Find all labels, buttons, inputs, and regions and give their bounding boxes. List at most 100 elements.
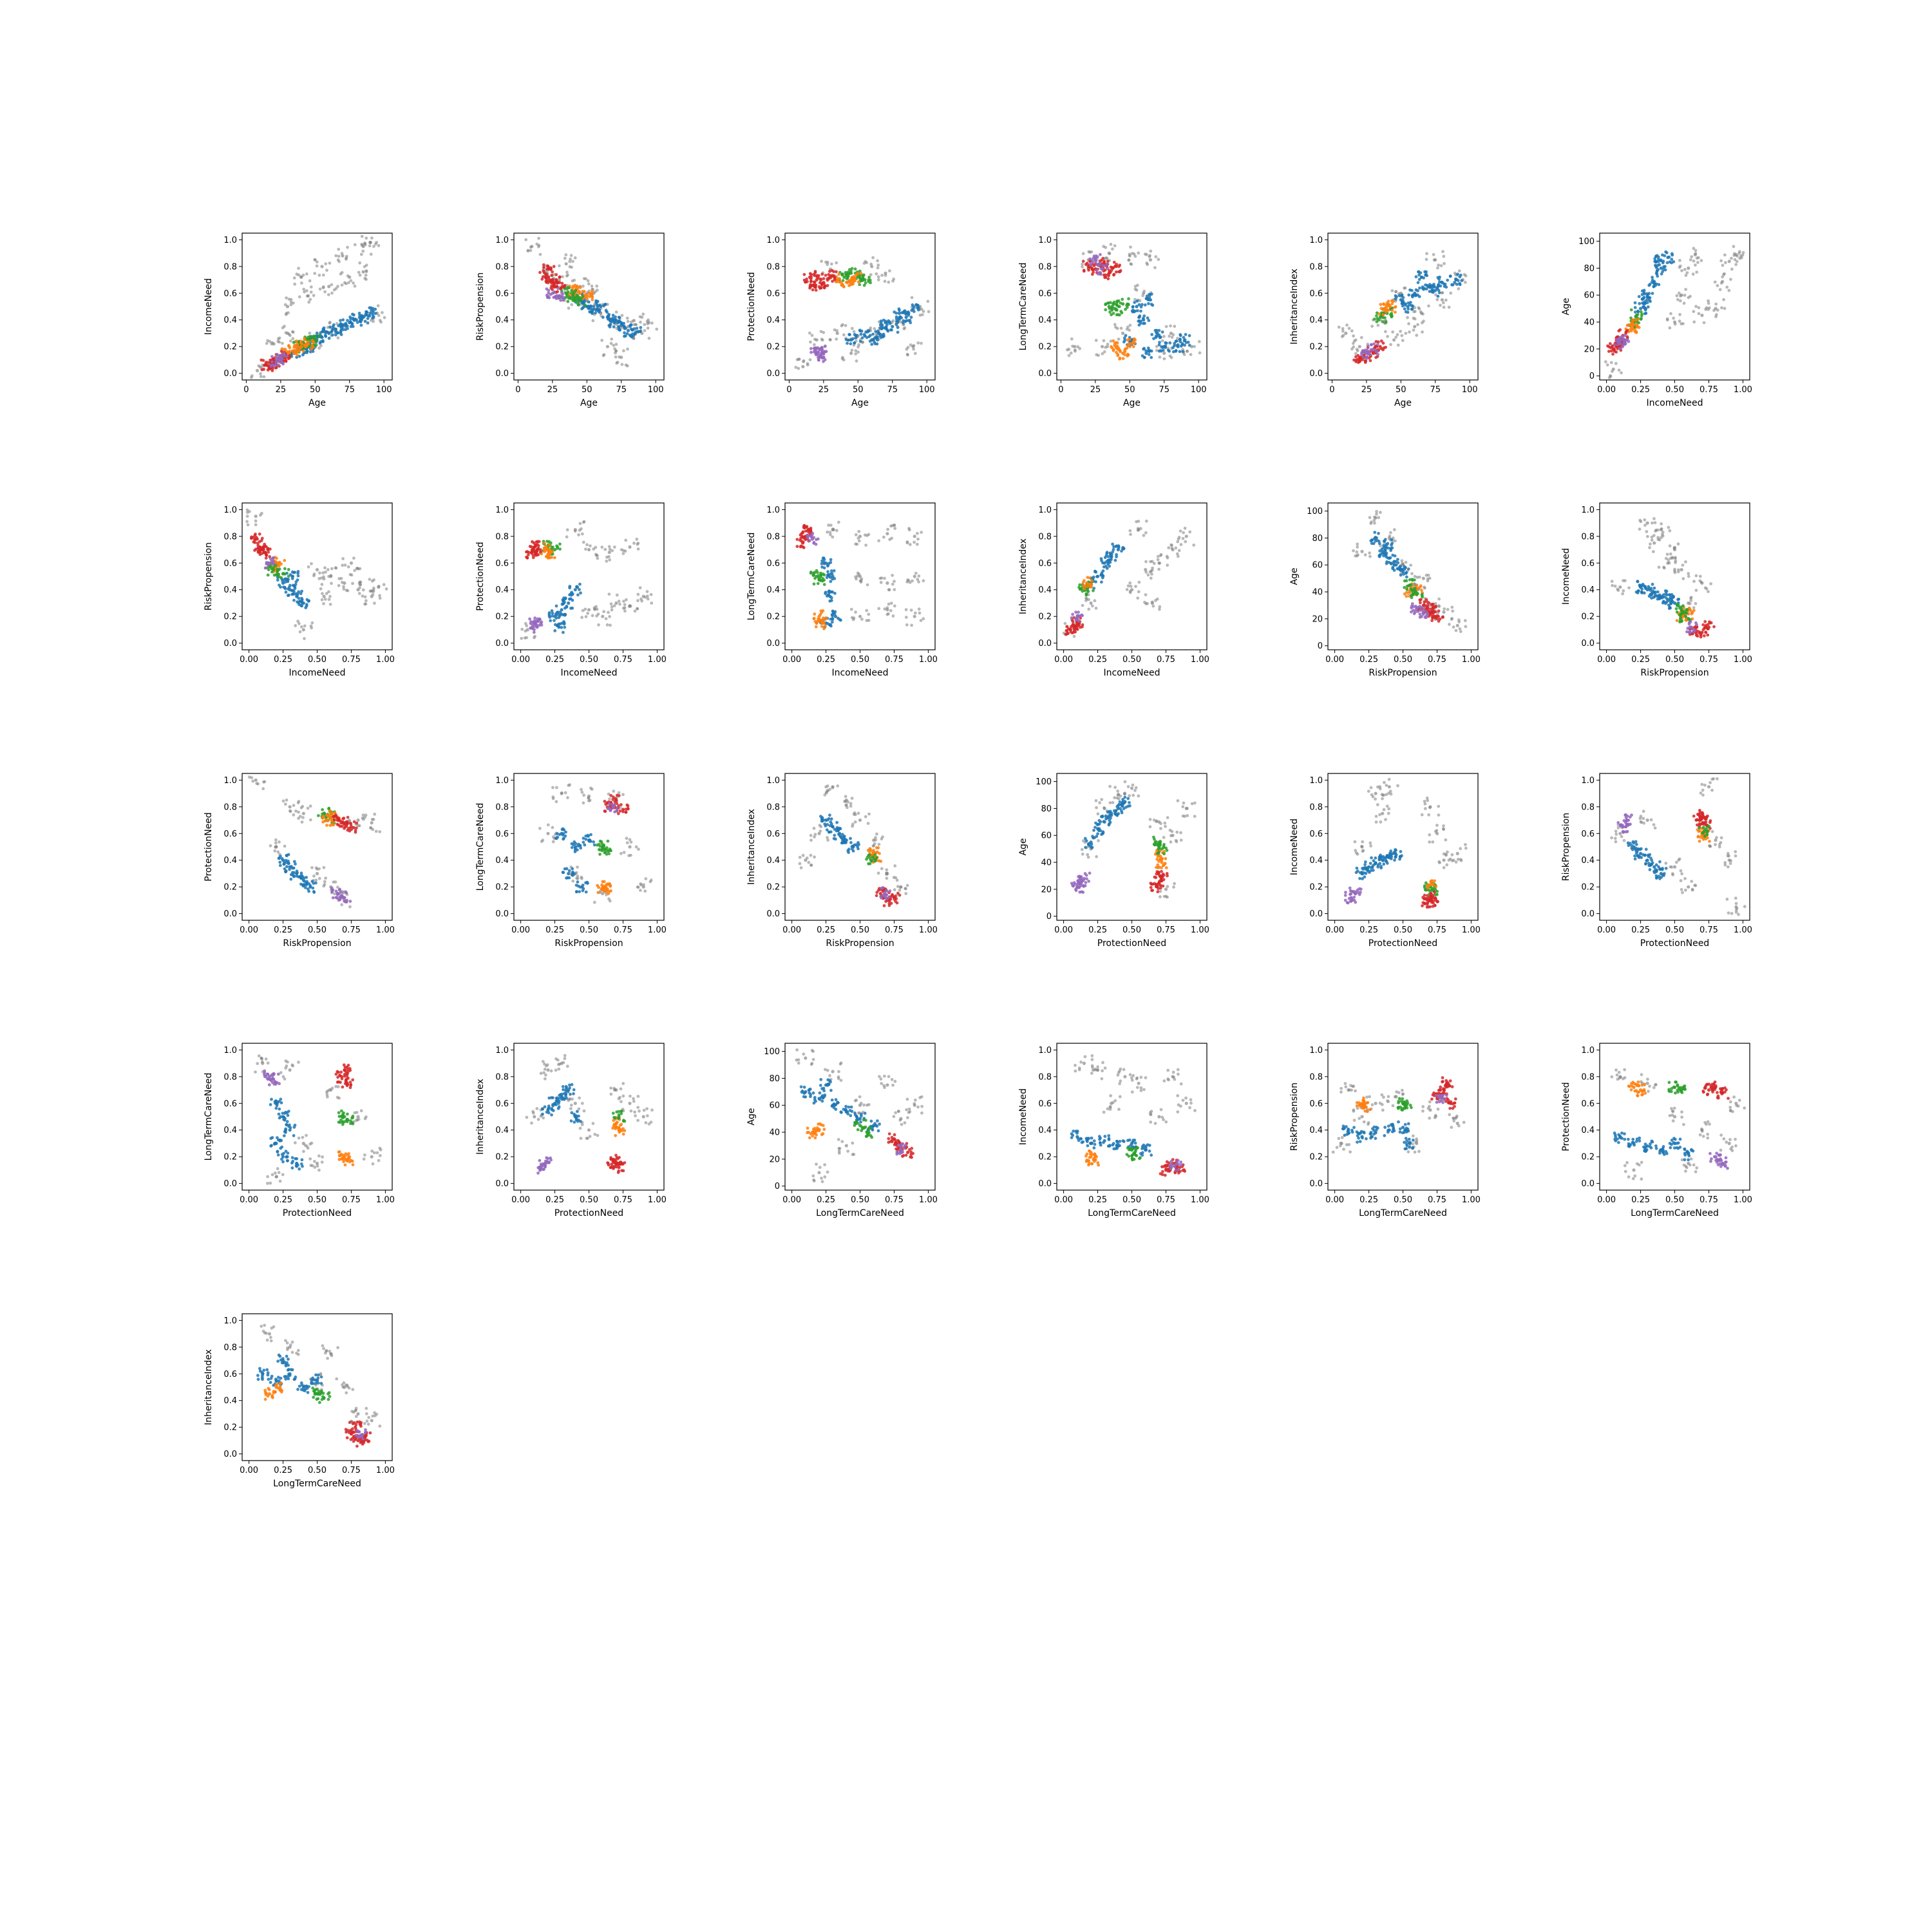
- point-green: [1674, 607, 1678, 611]
- point-purple: [263, 566, 267, 570]
- point-gray: [1457, 269, 1461, 273]
- point-green: [869, 281, 872, 285]
- point-gray: [328, 594, 332, 598]
- point-green: [1636, 312, 1640, 316]
- point-gray: [1081, 265, 1084, 269]
- point-gray: [254, 515, 258, 518]
- point-gray: [568, 265, 572, 269]
- point-orange: [582, 290, 586, 294]
- point-blue: [369, 306, 373, 310]
- point-gray: [300, 281, 303, 285]
- point-gray: [1448, 623, 1451, 626]
- point-red: [549, 267, 553, 270]
- point-gray: [1170, 355, 1173, 359]
- point-gray: [1173, 325, 1177, 328]
- point-gray: [1169, 324, 1172, 328]
- point-gray: [358, 261, 362, 265]
- point-gray: [886, 581, 889, 585]
- point-purple: [1369, 348, 1373, 352]
- point-blue: [1141, 303, 1144, 307]
- point-red: [1081, 623, 1084, 627]
- point-gray: [337, 260, 341, 263]
- point-blue: [916, 303, 920, 307]
- point-gray: [1149, 576, 1153, 580]
- point-blue: [339, 319, 342, 323]
- point-gray: [623, 603, 627, 607]
- subplot-10: 0.00 0.25 0.50 0.75 1.000.00.20.40.60.81.0In…: [1018, 502, 1209, 678]
- y-tick-label: 0.2: [223, 612, 237, 622]
- point-gray: [1388, 534, 1392, 538]
- point-gray: [854, 542, 857, 546]
- point-blue: [1448, 274, 1452, 278]
- point-gray: [1694, 305, 1698, 308]
- point-blue: [1636, 580, 1640, 583]
- point-blue: [848, 333, 851, 337]
- point-blue: [293, 585, 297, 589]
- point-gray: [372, 245, 375, 248]
- point-gray: [1177, 549, 1181, 553]
- point-red: [832, 270, 835, 274]
- point-purple: [269, 365, 273, 368]
- point-red: [1109, 265, 1113, 269]
- point-red: [254, 533, 257, 536]
- point-gray: [802, 360, 805, 363]
- point-gray: [1650, 538, 1654, 542]
- x-axis-label: Age: [580, 398, 598, 408]
- point-gray: [620, 363, 624, 366]
- point-purple: [810, 346, 813, 350]
- point-gray: [905, 541, 909, 545]
- point-blue: [355, 321, 359, 324]
- point-gray: [1174, 546, 1178, 550]
- point-gray: [1669, 552, 1672, 556]
- point-gray: [289, 300, 293, 304]
- subplot-7: 0.00 0.25 0.50 0.75 1.000.00.20.40.60.81.0In…: [204, 502, 395, 678]
- axes-frame: [242, 232, 393, 381]
- point-gray: [1707, 301, 1710, 305]
- point-gray: [857, 539, 861, 543]
- point-red: [1702, 634, 1706, 638]
- point-blue: [1178, 350, 1182, 354]
- point-gray: [1390, 289, 1394, 292]
- x-tick-label: 0.75: [614, 655, 632, 665]
- point-blue: [321, 330, 325, 334]
- point-gray: [607, 611, 610, 614]
- point-gray: [578, 522, 582, 526]
- point-gray: [1368, 551, 1372, 555]
- point-green: [1118, 313, 1121, 317]
- point-gray: [245, 520, 249, 524]
- point-gray: [1443, 261, 1446, 265]
- point-gray: [893, 604, 896, 608]
- point-gray: [1442, 254, 1446, 258]
- point-orange: [859, 272, 863, 275]
- point-gray: [899, 320, 902, 324]
- x-tick-label: 100: [1191, 385, 1207, 395]
- y-tick-label: 0.8: [495, 262, 509, 272]
- point-orange: [1690, 612, 1694, 616]
- point-blue: [324, 330, 328, 334]
- point-blue: [880, 327, 884, 330]
- point-blue: [332, 323, 336, 327]
- point-blue: [858, 339, 862, 343]
- point-red: [1616, 347, 1620, 350]
- point-gray: [1729, 278, 1732, 281]
- point-green: [1108, 310, 1112, 314]
- point-gray: [1455, 623, 1459, 627]
- point-green: [283, 572, 287, 576]
- point-gray: [1676, 298, 1680, 301]
- point-gray: [1103, 350, 1106, 354]
- point-gray: [612, 545, 616, 549]
- point-orange: [591, 298, 594, 301]
- point-gray: [624, 363, 628, 367]
- y-tick-label: 40: [1584, 318, 1595, 328]
- point-gray: [1159, 554, 1162, 558]
- point-green: [1081, 589, 1084, 593]
- points: [794, 256, 931, 370]
- point-gray: [1070, 337, 1074, 341]
- point-blue: [855, 334, 858, 337]
- point-gray: [1446, 608, 1450, 611]
- point-blue: [1396, 558, 1399, 561]
- point-blue: [298, 354, 301, 358]
- point-red: [1427, 601, 1431, 605]
- point-gray: [1408, 330, 1411, 334]
- point-gray: [1651, 521, 1654, 525]
